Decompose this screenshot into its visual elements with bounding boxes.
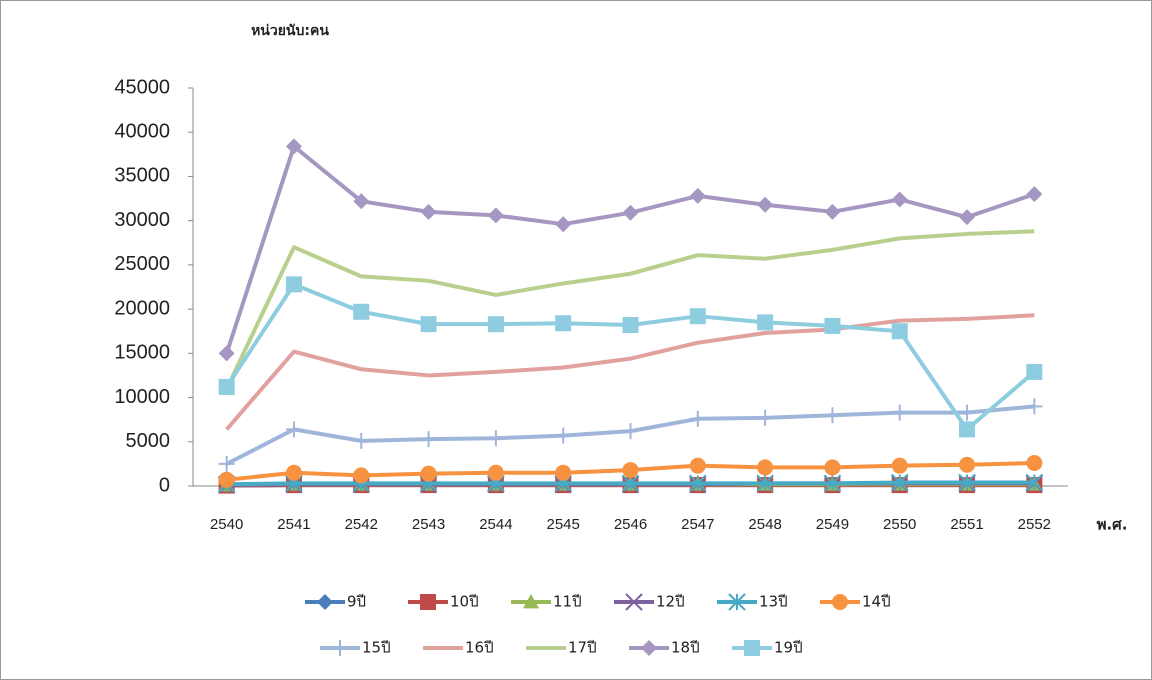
- data-point: [488, 465, 504, 481]
- data-point: [555, 315, 571, 331]
- data-point: [690, 458, 706, 474]
- data-point: [353, 467, 369, 483]
- y-tick-label: 45000: [114, 76, 170, 98]
- x-tick-label: 2542: [345, 516, 378, 533]
- data-point: [421, 316, 437, 332]
- x-tick-label: 2551: [950, 516, 983, 533]
- y-axis-label: หน่วยนับ:คน: [251, 23, 329, 39]
- data-point: [824, 459, 840, 475]
- data-point: [959, 457, 975, 473]
- legend-label: 9ปี: [347, 593, 366, 611]
- y-tick-label: 15000: [114, 342, 170, 364]
- legend-label: 10ปี: [450, 593, 479, 611]
- x-tick-label: 2543: [412, 516, 445, 533]
- x-tick-label: 2549: [816, 516, 849, 533]
- data-point: [555, 465, 571, 481]
- legend-label: 15ปี: [362, 639, 391, 657]
- data-point: [286, 276, 302, 292]
- x-tick-label: 2545: [547, 516, 580, 533]
- y-tick-label: 40000: [114, 121, 170, 143]
- legend-label: 13ปี: [759, 593, 788, 611]
- legend-label: 16ปี: [465, 639, 494, 657]
- data-point: [1026, 455, 1042, 471]
- data-point: [623, 317, 639, 333]
- x-tick-label: 2548: [748, 516, 781, 533]
- data-point: [959, 421, 975, 437]
- data-point: [421, 466, 437, 482]
- data-point: [757, 459, 773, 475]
- legend-label: 17ปี: [568, 639, 597, 657]
- y-tick-label: 35000: [114, 165, 170, 187]
- y-tick-label: 0: [159, 474, 170, 496]
- chart: หน่วยนับ:คน พ.ศ. 0 5000 10000 15000 20000 250…: [0, 0, 1152, 680]
- data-point: [892, 323, 908, 339]
- data-point: [286, 465, 302, 481]
- legend-marker: [832, 594, 848, 610]
- data-point: [219, 472, 235, 488]
- data-point: [690, 308, 706, 324]
- data-point: [824, 318, 840, 334]
- x-tick-label: 2547: [681, 516, 714, 533]
- y-tick-label: 20000: [114, 297, 170, 319]
- frame: [1, 1, 1152, 680]
- y-tick-label: 5000: [126, 430, 171, 452]
- y-tick-label: 10000: [114, 386, 170, 408]
- legend-marker: [744, 640, 760, 656]
- legend-label: 19ปี: [774, 639, 803, 657]
- legend-label: 12ปี: [656, 593, 685, 611]
- x-tick-label: 2546: [614, 516, 647, 533]
- x-axis-label: พ.ศ.: [1097, 516, 1128, 534]
- x-tick-label: 2541: [277, 516, 310, 533]
- data-point: [757, 314, 773, 330]
- x-tick-label: 2550: [883, 516, 916, 533]
- x-tick-label: 2544: [479, 516, 512, 533]
- legend-label: 11ปี: [553, 593, 582, 611]
- legend-marker: [420, 594, 436, 610]
- data-point: [219, 379, 235, 395]
- y-tick-label: 30000: [114, 209, 170, 231]
- data-point: [1026, 364, 1042, 380]
- data-point: [488, 316, 504, 332]
- data-point: [892, 458, 908, 474]
- legend-label: 18ปี: [671, 639, 700, 657]
- y-tick-label: 25000: [114, 253, 170, 275]
- legend-label: 14ปี: [862, 593, 891, 611]
- data-point: [353, 304, 369, 320]
- data-point: [623, 462, 639, 478]
- x-tick-label: 2552: [1018, 516, 1051, 533]
- x-tick-label: 2540: [210, 516, 243, 533]
